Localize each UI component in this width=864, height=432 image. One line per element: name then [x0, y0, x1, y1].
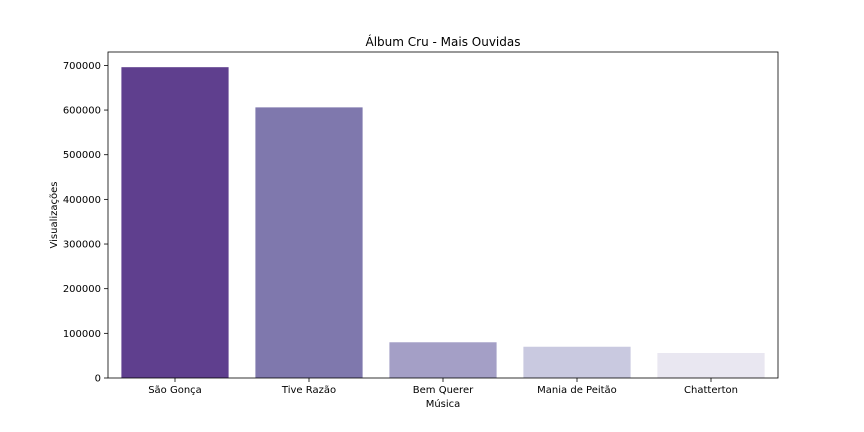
bar-4	[657, 352, 765, 378]
bars-group	[121, 67, 765, 379]
x-tick-label-4: Chatterton	[684, 385, 738, 396]
y-tick-label-3: 300000	[63, 240, 101, 251]
y-tick-label-5: 500000	[63, 150, 101, 161]
x-axis: São Gonça Tive Razão Bem Querer Mania de Pe…	[148, 378, 738, 396]
x-tick-label-2: Bem Querer	[413, 385, 474, 396]
bar-3	[523, 346, 631, 378]
chart-title: Álbum Cru - Mais Ouvidas	[366, 34, 521, 49]
y-axis: 0 100000 200000 300000 400000 500000 600000 700…	[63, 61, 108, 385]
y-tick-label-1: 100000	[63, 329, 101, 340]
y-tick-label-4: 400000	[63, 195, 101, 206]
y-tick-label-6: 600000	[63, 106, 101, 117]
y-tick-label-0: 0	[95, 374, 101, 385]
x-axis-label: Música	[426, 398, 461, 410]
bar-0	[121, 67, 229, 378]
y-tick-label-7: 700000	[63, 61, 101, 72]
bar-1	[255, 107, 363, 379]
x-tick-label-0: São Gonça	[148, 385, 202, 396]
y-axis-label: Visualizações	[49, 182, 60, 249]
x-tick-label-3: Mania de Peitão	[537, 385, 617, 396]
bar-2	[389, 342, 497, 378]
x-tick-label-1: Tive Razão	[281, 385, 336, 396]
y-tick-label-2: 200000	[63, 284, 101, 295]
